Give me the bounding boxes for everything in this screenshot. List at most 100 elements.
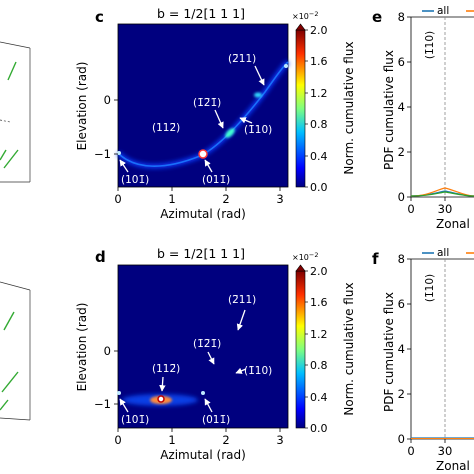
heatmap-c-hotspot-1 — [225, 128, 235, 138]
colorbar-d-extend — [295, 264, 306, 272]
annotation-c-121: (1̄2̄1̄) — [193, 97, 221, 109]
arrow-d-211 — [236, 309, 246, 331]
cbar-c-tick-3: 1.2 — [310, 87, 328, 100]
ylabel-c: Elevation (rad) — [75, 62, 89, 151]
dislocation-lines-bottom — [0, 311, 19, 411]
annotation-d-101: (101̄) — [121, 414, 149, 426]
panel-e: e 0 2 4 6 8 0 30 Zonal PDF cumulative fl… — [372, 5, 474, 231]
xtick-d-1: 1 — [168, 433, 175, 447]
xtick-c-2: 2 — [222, 192, 229, 206]
cbar-c-tick-0: 0.0 — [310, 181, 328, 194]
colorbar-c-exponent: ×10−2 — [292, 10, 318, 21]
panel-letter-f: f — [372, 250, 379, 268]
heatmap-c-hotspot-2 — [254, 92, 262, 98]
xlabel-e: Zonal — [436, 217, 470, 231]
vline-e-label: (1̄10) — [424, 31, 436, 59]
xtick-f-0: 0 — [407, 444, 414, 458]
heatmap-c-hotspot-4 — [284, 64, 288, 68]
panel-letter-d: d — [95, 248, 106, 266]
annotation-d-211: (2̄11) — [228, 294, 256, 306]
colorbar-d-exponent: ×10−2 — [292, 251, 318, 262]
xtick-e-0: 0 — [407, 202, 414, 216]
arrow-c-011 — [204, 159, 213, 173]
ytick-d-0: 0 — [104, 344, 111, 358]
panel-title-c: b = 1/2[1 1 1] — [157, 6, 245, 21]
panel-d: d b = 1/2[1 1 1] (2̄11) (1̄2̄1̄) (1̄10) … — [75, 246, 356, 462]
heatmap-c-background — [117, 23, 289, 188]
cbar-d-tick-2: 0.8 — [310, 359, 328, 372]
xtick-f-30: 30 — [438, 444, 453, 458]
cbar-c-label: Norm. cumulative flux — [342, 41, 356, 174]
arrow-d-101 — [119, 398, 129, 413]
crystal-box-bottom — [0, 281, 31, 421]
ytick-c-1: −1 — [94, 147, 111, 161]
arrow-c-121 — [214, 109, 224, 129]
xtick-d-2: 2 — [222, 433, 229, 447]
arrow-d-110 — [235, 367, 247, 374]
colorbar-c-extend — [295, 23, 306, 31]
heatmap-d-hotspot-1 — [157, 395, 165, 403]
ytick-e-8: 8 — [398, 10, 405, 24]
xlabel-c: Azimutal (rad) — [160, 207, 246, 221]
vline-f-label: (1̄10) — [424, 274, 436, 302]
annotation-c-101: (101̄) — [121, 174, 149, 186]
xtick-c-3: 3 — [276, 192, 283, 206]
cbar-c-tick-1: 0.4 — [310, 150, 328, 163]
panel-f: f 0 2 4 6 8 0 30 Zonal PDF cumulative fl… — [372, 247, 474, 473]
xtick-c-0: 0 — [114, 192, 121, 206]
ylabel-f: PDF cumulative flux — [382, 292, 396, 412]
cbar-d-label: Norm. cumulative flux — [342, 282, 356, 415]
panel-title-d: b = 1/2[1 1 1] — [157, 246, 245, 261]
ytick-e-4: 4 — [398, 100, 405, 114]
cbar-d-tick-4: 1.6 — [310, 296, 328, 309]
ytick-f-2: 2 — [398, 387, 405, 401]
arrow-d-121 — [207, 351, 215, 365]
annotation-d-110: (1̄10) — [244, 365, 272, 377]
annotation-d-121: (1̄2̄1̄) — [193, 338, 221, 350]
heatmap-d-hotspot-2 — [201, 391, 205, 395]
panel-letter-c: c — [95, 8, 104, 26]
ytick-c-0: 0 — [104, 93, 111, 107]
annotation-c-112: (112̄) — [152, 122, 180, 134]
annotation-d-011: (011̄) — [202, 414, 230, 426]
ylabel-d: Elevation (rad) — [75, 303, 89, 392]
arrow-c-101 — [119, 159, 129, 173]
ytick-e-2: 2 — [398, 145, 405, 159]
xtick-d-0: 0 — [114, 433, 121, 447]
cbar-c-tick-5: 2.0 — [310, 24, 328, 37]
ytick-f-8: 8 — [398, 252, 405, 266]
cbar-c-tick-4: 1.6 — [310, 55, 328, 68]
cbar-d-tick-0: 0.0 — [310, 422, 328, 435]
cbar-d-tick-3: 1.2 — [310, 328, 328, 341]
series-e-third — [410, 191, 474, 197]
ytick-f-0: 0 — [398, 432, 405, 446]
arrow-c-110 — [239, 117, 253, 124]
annotation-c-110: (1̄10) — [244, 124, 272, 136]
colorbar-c — [295, 29, 306, 188]
annotation-c-011: (011̄) — [202, 174, 230, 186]
heatmap-d-hotspot-3 — [117, 391, 121, 395]
arrow-d-011 — [204, 398, 213, 413]
ytick-e-0: 0 — [398, 190, 405, 204]
annotation-c-211: (2̄11) — [228, 53, 256, 65]
legend-f-all: all — [437, 247, 449, 259]
arrow-d-112 — [159, 376, 166, 392]
cbar-d-tick-1: 0.4 — [310, 391, 328, 404]
ytick-e-6: 6 — [398, 55, 405, 69]
dislocation-lines-top — [0, 61, 19, 169]
legend-e-all: all — [437, 5, 449, 17]
ytick-f-6: 6 — [398, 297, 405, 311]
colorbar-d — [295, 270, 306, 429]
cbar-c-tick-2: 0.8 — [310, 118, 328, 131]
panel-c: c b = 1/2[1 1 1] (2̄11) (1̄2̄1̄) (1̄10) … — [75, 6, 356, 221]
heatmap-c-hotspot-3 — [198, 149, 208, 159]
ylabel-e: PDF cumulative flux — [382, 50, 396, 170]
panel-letter-e: e — [372, 8, 382, 26]
xtick-e-30: 30 — [438, 202, 453, 216]
crystal-box-top — [0, 41, 31, 183]
cbar-d-tick-5: 2.0 — [310, 265, 328, 278]
ytick-d-1: −1 — [94, 397, 111, 411]
ytick-f-4: 4 — [398, 342, 405, 356]
arrow-c-211 — [254, 65, 265, 86]
